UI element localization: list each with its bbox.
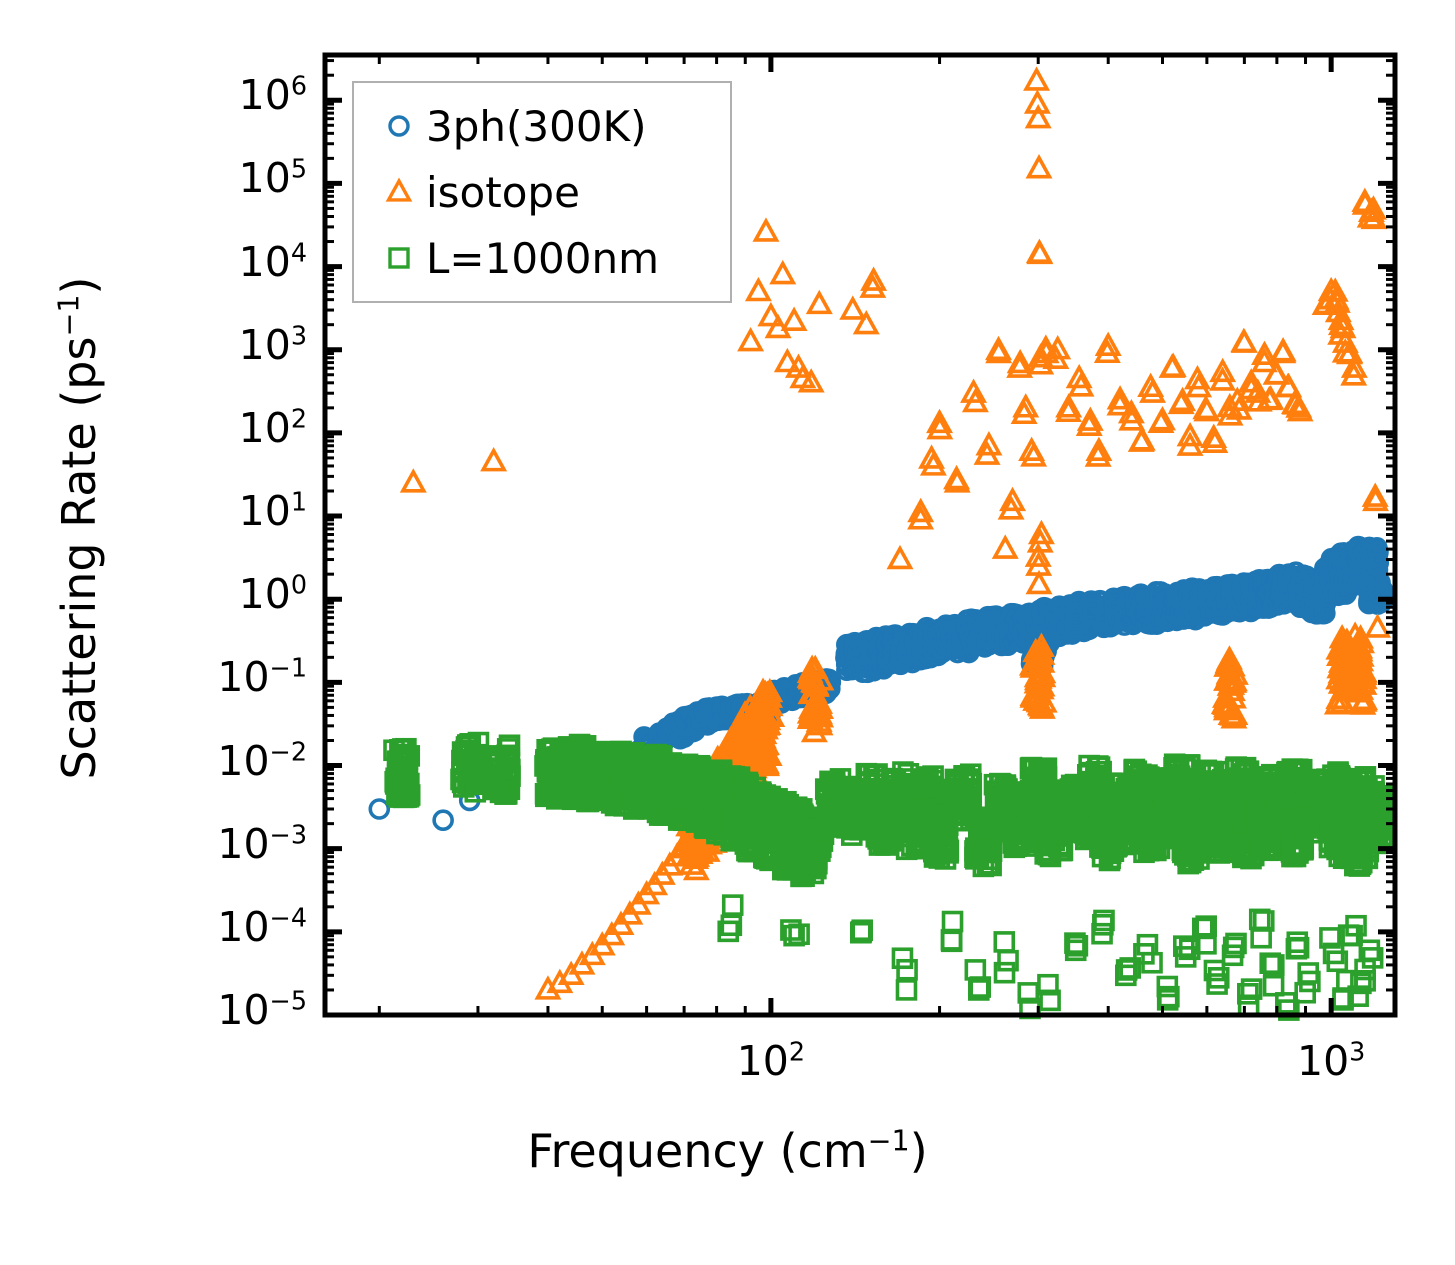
legend-entry-1: isotope — [354, 159, 730, 225]
axes-frame — [322, 52, 1398, 1018]
y-tick-label-5: 101 — [238, 486, 307, 536]
y-tick-label-6: 100 — [238, 569, 307, 619]
y-tick-label-1: 105 — [238, 153, 307, 203]
legend-entry-2: L=1000nm — [354, 225, 730, 291]
legend-label-1: isotope — [426, 167, 580, 217]
y-tick-label-9: 10−3 — [217, 819, 307, 868]
legend-label-0: 3ph(300K) — [426, 101, 647, 151]
x-axis-title: Frequency (cm−1) — [527, 1124, 928, 1178]
legend-marker-square-icon — [372, 241, 426, 275]
y-tick-label-3: 103 — [238, 320, 307, 369]
y-tick-label-2: 104 — [238, 236, 307, 286]
legend-marker-triangle-icon — [372, 175, 426, 209]
x-tick-label-1: 103 — [1296, 1036, 1366, 1085]
y-tick-label-7: 10−1 — [217, 652, 307, 702]
series-l-1000nm — [383, 731, 1396, 1021]
legend: 3ph(300K) isotope L=1000nm — [352, 81, 732, 303]
x-tick-label-0: 102 — [736, 1036, 806, 1085]
y-tick-label-0: 106 — [238, 70, 307, 120]
legend-marker-circle-icon — [372, 109, 426, 143]
legend-entry-0: 3ph(300K) — [354, 93, 730, 159]
y-tick-label-4: 102 — [238, 403, 307, 452]
y-tick-label-8: 10−2 — [217, 735, 307, 785]
y-tick-label-10: 10−4 — [217, 902, 307, 951]
plot-data-area — [368, 66, 1396, 1021]
y-axis-title: Scattering Rate (ps−1) — [52, 276, 106, 780]
legend-label-2: L=1000nm — [426, 233, 660, 283]
y-tick-label-11: 10−5 — [217, 985, 307, 1034]
